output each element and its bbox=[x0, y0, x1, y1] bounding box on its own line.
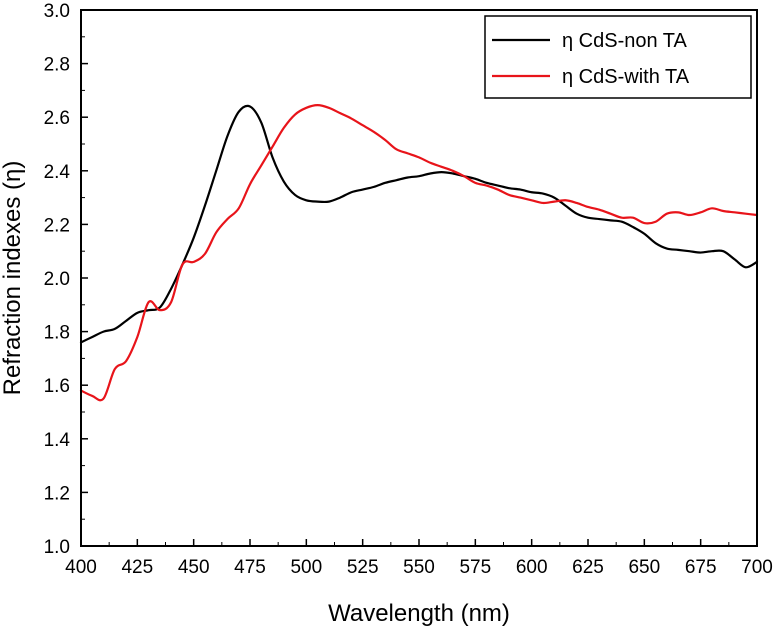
x-tick-label: 600 bbox=[516, 557, 548, 578]
y-tick-label: 1.4 bbox=[44, 430, 71, 451]
y-tick-label: 2.0 bbox=[44, 269, 70, 290]
x-tick-label: 575 bbox=[459, 557, 491, 578]
legend-box bbox=[484, 15, 752, 99]
y-tick-label: 3.0 bbox=[44, 1, 70, 22]
y-tick-label: 1.8 bbox=[44, 323, 70, 344]
x-tick-label: 625 bbox=[572, 557, 604, 578]
x-tick-label: 450 bbox=[178, 557, 210, 578]
x-tick-label: 700 bbox=[741, 557, 773, 578]
series-line-non-ta bbox=[79, 104, 759, 344]
y-tick-label: 1.0 bbox=[44, 537, 70, 558]
y-tick-label: 2.4 bbox=[44, 162, 71, 183]
legend-label-non-ta: η CdS-non TA bbox=[562, 30, 688, 52]
x-tick-label: 500 bbox=[290, 557, 322, 578]
series-lines bbox=[79, 104, 759, 402]
y-tick-label: 2.8 bbox=[44, 55, 70, 76]
y-tick-label: 1.2 bbox=[44, 483, 70, 504]
x-tick-label: 475 bbox=[234, 557, 266, 578]
x-axis-title: Wavelength (nm) bbox=[328, 600, 510, 627]
x-tick-label: 400 bbox=[65, 557, 97, 578]
tick-labels: 400 425 450 475 500 525 550 575 600 625 650 675 700 1… bbox=[44, 1, 773, 578]
series-line-with-ta bbox=[79, 104, 759, 402]
plot-frame bbox=[80, 9, 758, 547]
y-tick-label: 1.6 bbox=[44, 376, 70, 397]
x-tick-label: 525 bbox=[347, 557, 379, 578]
y-tick-label: 2.6 bbox=[44, 108, 70, 129]
x-tick-label: 675 bbox=[685, 557, 717, 578]
x-tick-label: 650 bbox=[628, 557, 660, 578]
legend: η CdS-non TA η CdS-with TA bbox=[484, 15, 752, 99]
y-axis-title: Refraction indexes (η) bbox=[0, 161, 26, 396]
x-tick-label: 425 bbox=[121, 557, 153, 578]
y-tick-label: 2.2 bbox=[44, 215, 70, 236]
x-tick-label: 550 bbox=[403, 557, 435, 578]
legend-label-with-ta: η CdS-with TA bbox=[562, 66, 690, 88]
